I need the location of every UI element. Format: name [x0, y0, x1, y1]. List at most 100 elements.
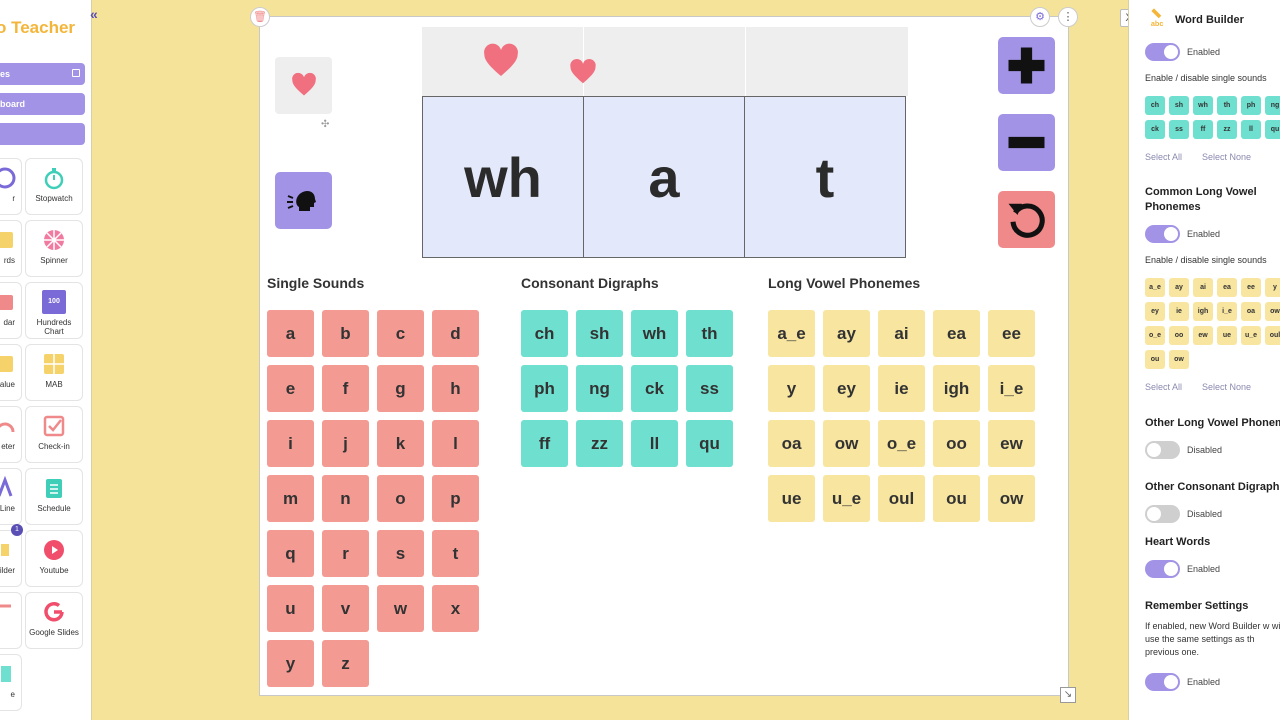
tool-partial-4[interactable]: alue — [0, 344, 22, 401]
sound-tile[interactable]: oul — [878, 475, 925, 522]
sound-tile[interactable]: ll — [631, 420, 678, 467]
sound-tile[interactable]: e — [267, 365, 314, 412]
sound-tile[interactable]: f — [322, 365, 369, 412]
sound-tile[interactable]: l — [432, 420, 479, 467]
select-none-link[interactable]: Select None — [1202, 152, 1252, 162]
sound-tile[interactable]: t — [432, 530, 479, 577]
sound-tile[interactable]: ie — [878, 365, 925, 412]
resize-handle-icon[interactable]: ↘ — [1060, 687, 1076, 703]
settings-chip[interactable]: wh — [1193, 96, 1213, 115]
dragging-heart-icon[interactable] — [568, 57, 598, 87]
sound-tile[interactable]: ay — [823, 310, 870, 357]
sound-tile[interactable]: u_e — [823, 475, 870, 522]
collapse-sidebar-icon[interactable]: « — [90, 6, 98, 22]
tool-partial-8[interactable] — [0, 592, 22, 649]
sound-tile[interactable]: oa — [768, 420, 815, 467]
tool-partial-5[interactable]: eter — [0, 406, 22, 463]
sound-tile[interactable]: ow — [823, 420, 870, 467]
sound-tile[interactable]: j — [322, 420, 369, 467]
sound-tile[interactable]: sh — [576, 310, 623, 357]
sound-tile[interactable]: x — [432, 585, 479, 632]
sound-tile[interactable]: y — [267, 640, 314, 687]
move-handle-icon[interactable]: ✣ — [321, 119, 330, 130]
sound-tile[interactable]: wh — [631, 310, 678, 357]
settings-chip[interactable]: ph — [1241, 96, 1261, 115]
sound-tile[interactable]: m — [267, 475, 314, 522]
word-cell-2[interactable]: a — [583, 96, 745, 258]
sound-tile[interactable]: v — [322, 585, 369, 632]
sound-tile[interactable]: th — [686, 310, 733, 357]
settings-chip[interactable]: ng — [1265, 96, 1280, 115]
select-all-link[interactable]: Select All — [1145, 152, 1183, 162]
tool-google-slides[interactable]: Google Slides — [25, 592, 83, 649]
sidebar-button-2[interactable]: board — [0, 93, 85, 115]
sound-tile[interactable]: p — [432, 475, 479, 522]
settings-chip[interactable]: oa — [1241, 302, 1261, 321]
settings-chip[interactable]: igh — [1193, 302, 1213, 321]
sound-tile[interactable]: d — [432, 310, 479, 357]
sound-tile[interactable]: zz — [576, 420, 623, 467]
sound-tile[interactable]: ck — [631, 365, 678, 412]
sound-tile[interactable]: qu — [686, 420, 733, 467]
settings-chip[interactable]: ue — [1217, 326, 1237, 345]
sound-tile[interactable]: ow — [988, 475, 1035, 522]
word-cell-3[interactable]: t — [744, 96, 906, 258]
reset-button[interactable] — [998, 191, 1055, 248]
settings-chip[interactable]: ou — [1145, 350, 1165, 369]
sound-tile[interactable]: ai — [878, 310, 925, 357]
sound-tile[interactable]: ss — [686, 365, 733, 412]
settings-chip[interactable]: th — [1217, 96, 1237, 115]
sound-tile[interactable]: ey — [823, 365, 870, 412]
settings-chip[interactable]: ee — [1241, 278, 1261, 297]
tool-schedule[interactable]: Schedule — [25, 468, 83, 525]
settings-chip[interactable]: oul — [1265, 326, 1280, 345]
settings-chip[interactable]: u_e — [1241, 326, 1261, 345]
delete-widget-icon[interactable]: 🗑 — [250, 7, 270, 27]
sound-tile[interactable]: y — [768, 365, 815, 412]
sound-tile[interactable]: w — [377, 585, 424, 632]
heart-words-toggle[interactable] — [1145, 560, 1180, 578]
settings-chip[interactable]: ai — [1193, 278, 1213, 297]
tool-partial-7[interactable]: ilder — [0, 530, 22, 587]
sound-tile[interactable]: a — [267, 310, 314, 357]
sound-tile[interactable]: o — [377, 475, 424, 522]
tool-mab[interactable]: MAB — [25, 344, 83, 401]
long-vowel-toggle[interactable] — [1145, 225, 1180, 243]
settings-chip[interactable]: ff — [1193, 120, 1213, 139]
sound-tile[interactable]: i_e — [988, 365, 1035, 412]
sound-tile[interactable]: ea — [933, 310, 980, 357]
settings-chip[interactable]: o_e — [1145, 326, 1165, 345]
add-cell-button[interactable] — [998, 37, 1055, 94]
remove-cell-button[interactable] — [998, 114, 1055, 171]
sound-tile[interactable]: ue — [768, 475, 815, 522]
tool-partial-1[interactable]: r — [0, 158, 22, 215]
sound-tile[interactable]: oo — [933, 420, 980, 467]
sound-tile[interactable]: o_e — [878, 420, 925, 467]
remember-settings-toggle[interactable] — [1145, 673, 1180, 691]
sound-tile[interactable]: k — [377, 420, 424, 467]
other-long-vowel-toggle[interactable] — [1145, 441, 1180, 459]
sound-tile[interactable]: ff — [521, 420, 568, 467]
settings-chip[interactable]: ea — [1217, 278, 1237, 297]
sound-tile[interactable]: b — [322, 310, 369, 357]
settings-chip[interactable]: sh — [1169, 96, 1189, 115]
sound-tile[interactable]: ew — [988, 420, 1035, 467]
tool-partial-9[interactable]: e — [0, 654, 22, 711]
settings-chip[interactable]: y — [1265, 278, 1280, 297]
sound-tile[interactable]: c — [377, 310, 424, 357]
tool-partial-6[interactable]: Line — [0, 468, 22, 525]
select-none-link-2[interactable]: Select None — [1202, 382, 1252, 392]
sound-tile[interactable]: s — [377, 530, 424, 577]
settings-chip[interactable]: ss — [1169, 120, 1189, 139]
sound-tile[interactable]: ng — [576, 365, 623, 412]
settings-chip[interactable]: ck — [1145, 120, 1165, 139]
sound-tile[interactable]: i — [267, 420, 314, 467]
sound-tile[interactable]: a_e — [768, 310, 815, 357]
settings-chip[interactable]: a_e — [1145, 278, 1165, 297]
settings-chip[interactable]: ch — [1145, 96, 1165, 115]
settings-chip[interactable]: ey — [1145, 302, 1165, 321]
speak-button[interactable] — [275, 172, 332, 229]
heart-word-tile[interactable]: ✣ — [275, 57, 332, 130]
settings-chip[interactable]: zz — [1217, 120, 1237, 139]
sound-tile[interactable]: r — [322, 530, 369, 577]
